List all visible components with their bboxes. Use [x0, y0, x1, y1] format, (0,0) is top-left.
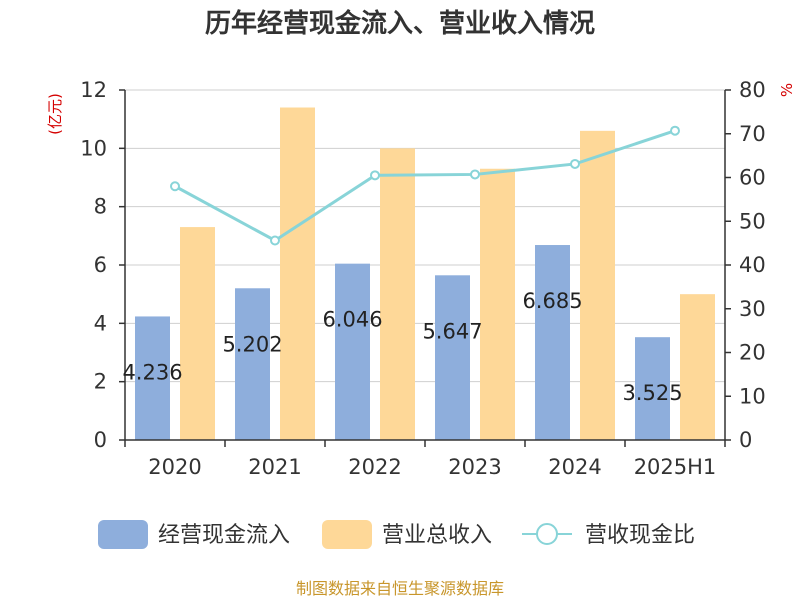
- legend-label: 营业总收入: [382, 523, 492, 548]
- left-tick-label: 12: [80, 78, 107, 102]
- right-tick-label: 0: [739, 428, 752, 452]
- right-axis-unit: %: [778, 83, 796, 97]
- line-ratio: [174, 129, 676, 243]
- x-tick-label: 2022: [348, 455, 401, 479]
- data-label: 5.647: [422, 319, 482, 343]
- right-tick-label: 30: [739, 297, 766, 321]
- legend: 经营现金流入 营业总收入 营收现金比: [98, 520, 695, 549]
- line-point: [570, 158, 580, 169]
- right-tick-label: 70: [739, 122, 766, 146]
- line-point: [270, 235, 280, 246]
- data-label: 6.685: [522, 289, 582, 313]
- plot-area: 0 2 4 6 8 10 12 0 10 20 30 40 50 60 70 80 2020 2021 2022 20…: [80, 78, 765, 479]
- data-label: 6.046: [322, 308, 382, 332]
- right-tick-label: 50: [739, 209, 766, 233]
- source-note: 制图数据来自恒生聚源数据库: [296, 579, 504, 598]
- left-tick-label: 8: [94, 195, 107, 219]
- line-point: [470, 169, 480, 180]
- bar-revenue: [380, 148, 415, 441]
- x-tick-label: 2025H1: [634, 455, 717, 479]
- x-tick-label: 2024: [548, 455, 601, 479]
- bar-cash-inflow: [435, 275, 470, 440]
- left-tick-label: 0: [94, 428, 107, 452]
- bar-revenue: [280, 107, 315, 440]
- bar-cash-inflow: [635, 337, 670, 440]
- left-tick-label: 10: [80, 136, 107, 160]
- bar-cash-inflow: [235, 288, 270, 440]
- legend-label: 营收现金比: [585, 523, 695, 548]
- bar-revenue: [480, 168, 515, 440]
- left-tick-label: 2: [94, 370, 107, 394]
- line-point: [670, 125, 680, 136]
- legend-marker: [536, 523, 558, 545]
- x-tick-label: 2020: [148, 455, 201, 479]
- legend-label: 经营现金流入: [158, 523, 290, 548]
- left-axis-unit: (亿元): [46, 93, 64, 135]
- bar-revenue: [580, 130, 615, 441]
- legend-swatch: [322, 520, 372, 549]
- left-tick-label: 6: [94, 253, 107, 277]
- line-point: [370, 170, 380, 181]
- right-tick-label: 60: [739, 166, 766, 190]
- right-tick-label: 40: [739, 253, 766, 277]
- data-label: 5.202: [222, 332, 282, 356]
- right-tick-label: 20: [739, 341, 766, 365]
- data-label: 3.525: [622, 381, 682, 405]
- bar-cash-inflow: [135, 316, 170, 440]
- bar-revenue: [180, 227, 215, 440]
- bar-cash-inflow: [335, 263, 370, 440]
- legend-swatch: [98, 520, 148, 549]
- x-tick-label: 2023: [448, 455, 501, 479]
- data-label: 4.236: [122, 360, 182, 384]
- left-tick-label: 4: [94, 311, 107, 335]
- chart-title: 历年经营现金流入、营业收入情况: [205, 8, 595, 39]
- bar-revenue: [680, 294, 715, 440]
- right-tick-label: 80: [739, 78, 766, 102]
- bar-cash-inflow: [535, 245, 570, 440]
- x-tick-label: 2021: [248, 455, 301, 479]
- line-point: [170, 181, 180, 192]
- right-tick-label: 10: [739, 384, 766, 408]
